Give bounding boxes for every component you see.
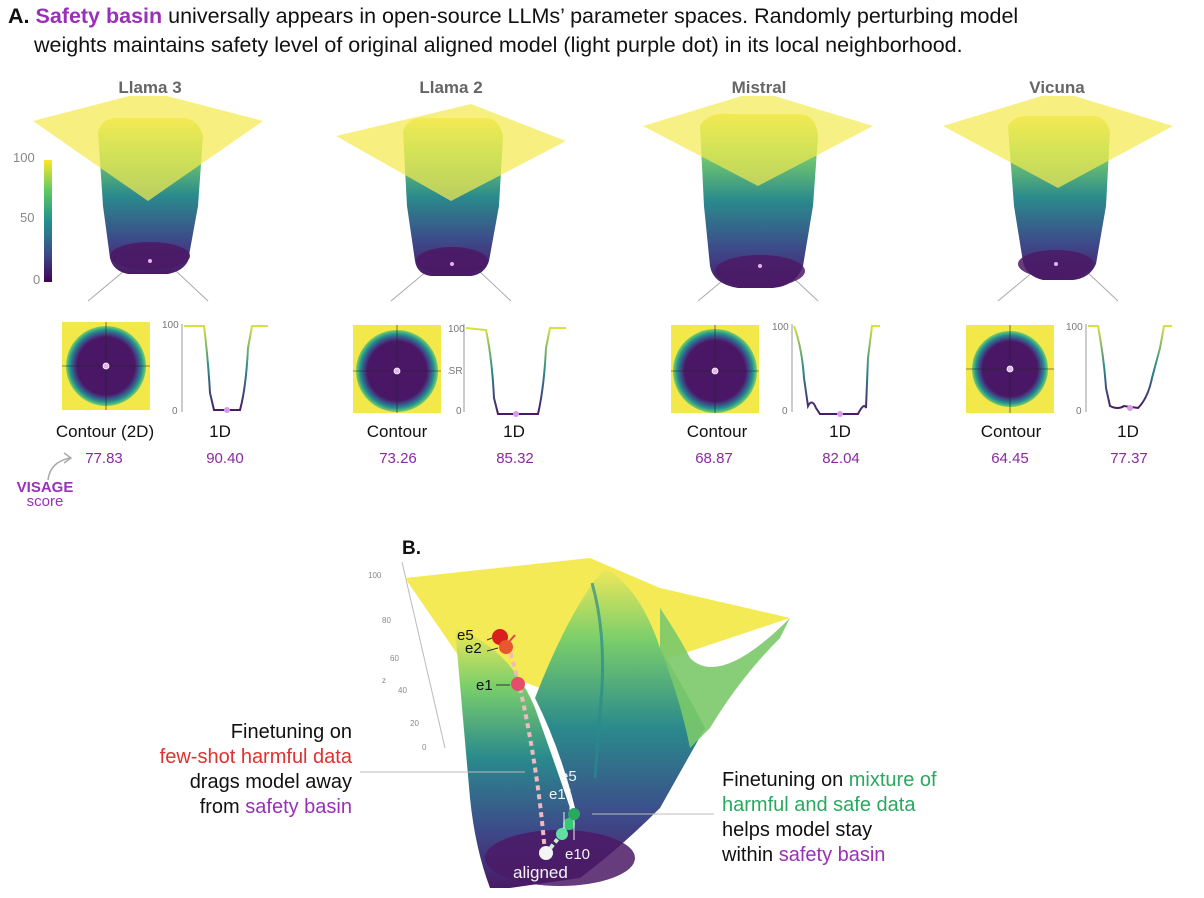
colorbar-tick-100: 100 [13, 150, 35, 165]
figure-caption: A. Safety basin universally appears in o… [8, 2, 1198, 60]
oned-label-llama2: 1D [503, 422, 525, 441]
contour-score-vicuna: 64.45 [991, 450, 1029, 467]
visage-arrow [47, 452, 73, 481]
caption-line2: weights maintains safety level of origin… [34, 33, 963, 57]
model-title-mistral: Mistral [731, 78, 787, 97]
right-annotation-line1-hl: mixture of [848, 769, 937, 791]
contour-mistral [671, 325, 759, 413]
oned-tick-top: 100 [448, 324, 465, 335]
marker-e5-red: e5 [457, 627, 474, 644]
panel-b-surface: 100 80 60 40 20 0 z [368, 558, 790, 888]
z-tick-80: 80 [382, 616, 391, 625]
z-tick-100: 100 [368, 571, 382, 580]
right-annotation-leader [592, 813, 714, 815]
contour-label-llama2: Contour [366, 422, 428, 441]
left-annotation-line4-hl: safety basin [245, 796, 352, 818]
left-annotation-line1: Finetuning on [230, 721, 352, 743]
oned-tick-bottom: 0 [782, 406, 788, 417]
left-annotation-line3: drags model away [189, 771, 352, 793]
z-tick-40: 40 [398, 686, 407, 695]
surface-3d-llama3 [33, 96, 263, 302]
oned-label-llama3: 1D [209, 422, 231, 441]
model-title-vicuna: Vicuna [1029, 78, 1085, 97]
oned-score-llama2: 85.32 [496, 450, 534, 467]
left-annotation-line2: few-shot harmful data [159, 746, 352, 768]
oned-tick-bottom: 0 [456, 406, 462, 417]
right-annotation-line2: harmful and safe data [722, 794, 916, 816]
oned-score-vicuna: 77.37 [1110, 450, 1148, 467]
colorbar-tick-0: 0 [33, 272, 41, 287]
contour-llama2 [353, 325, 441, 413]
contour-score-mistral: 68.87 [695, 450, 733, 467]
z-tick-60: 60 [390, 654, 399, 663]
right-annotation: Finetuning on mixture of harmful and saf… [722, 768, 1042, 868]
marker-e5-green: e5 [560, 768, 577, 785]
caption-highlight: Safety basin [35, 4, 163, 28]
left-annotation: Finetuning on few-shot harmful data drag… [90, 720, 352, 820]
surface-3d-mistral [643, 96, 873, 302]
panel-b-label: B. [402, 538, 421, 559]
marker-e2: e2 [465, 640, 482, 657]
left-annotation-leader [360, 771, 525, 773]
oned-tick-top: 100 [162, 320, 179, 331]
colorbar-tick-50: 50 [20, 210, 35, 225]
contour-label-mistral: Contour [686, 422, 748, 441]
surface-3d-llama2 [336, 104, 566, 302]
marker-e1-green: e1 [549, 786, 566, 803]
oned-plot-llama3: 100 0 [162, 320, 268, 417]
contour-llama3 [62, 322, 150, 410]
oned-tick-top: 100 [772, 322, 789, 333]
oned-plot-llama2: 100 0 ASR [448, 324, 566, 417]
oned-tick-bottom: 0 [172, 406, 178, 417]
oned-score-mistral: 82.04 [822, 450, 860, 467]
marker-e1-red: e1 [476, 677, 493, 694]
oned-ylabel: ASR [448, 366, 463, 377]
oned-score-llama3: 90.40 [206, 450, 244, 467]
marker-e10: e10 [565, 846, 591, 863]
oned-tick-top: 100 [1066, 322, 1083, 333]
z-axis-label: z [382, 676, 386, 685]
model-title-llama2: Llama 2 [419, 78, 483, 97]
right-annotation-line4-hl: safety basin [778, 844, 886, 866]
contour-label-llama3: Contour (2D) [55, 422, 155, 441]
contour-score-llama3: 77.83 [85, 450, 123, 467]
surface-3d-vicuna [943, 96, 1173, 302]
z-tick-0: 0 [422, 743, 427, 752]
oned-label-mistral: 1D [829, 422, 851, 441]
left-annotation-line4-pre: from [199, 796, 246, 818]
right-annotation-line3: helps model stay [722, 819, 873, 841]
panel-a-label: A. [8, 4, 30, 28]
oned-plot-vicuna: 100 0 [1066, 322, 1172, 417]
visage-title: VISAGE [16, 479, 74, 496]
right-annotation-line1-pre: Finetuning on [722, 769, 849, 791]
caption-line1: universally appears in open-source LLMs’… [162, 4, 1019, 28]
model-title-llama3: Llama 3 [118, 78, 182, 97]
oned-plot-mistral: 100 0 [772, 322, 880, 417]
contour-vicuna [966, 325, 1054, 413]
contour-label-vicuna: Contour [980, 422, 1042, 441]
visage-subtitle: score [26, 493, 64, 510]
right-annotation-line4-pre: within [722, 844, 779, 866]
z-tick-20: 20 [410, 719, 419, 728]
oned-tick-bottom: 0 [1076, 406, 1082, 417]
contour-score-llama2: 73.26 [379, 450, 417, 467]
colorbar [44, 160, 52, 282]
marker-aligned: aligned [513, 863, 568, 882]
oned-label-vicuna: 1D [1117, 422, 1139, 441]
